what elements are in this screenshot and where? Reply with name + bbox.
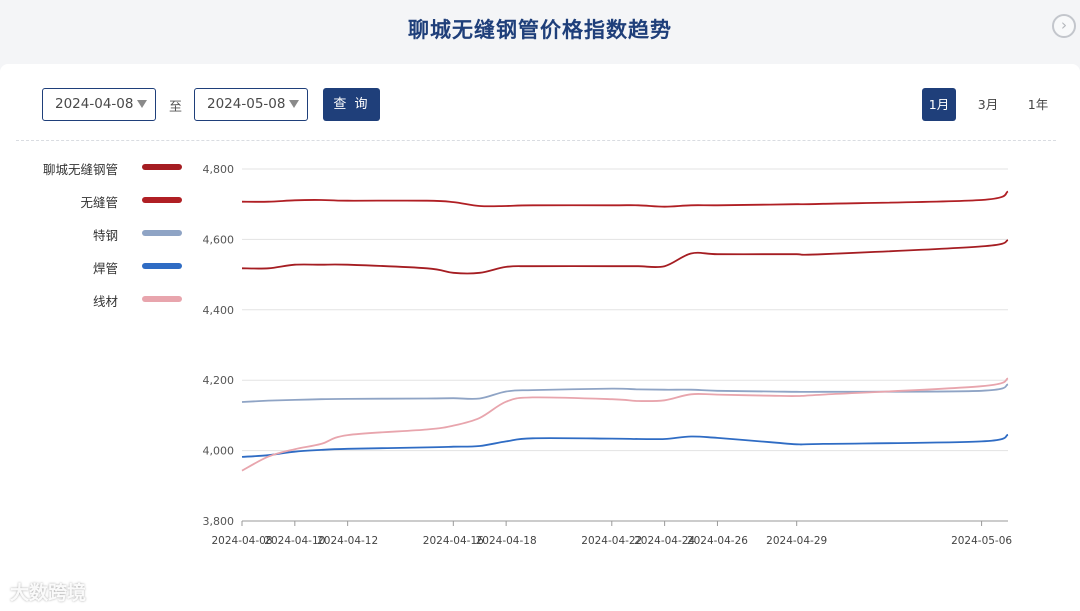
legend-label: 线材 [92, 294, 118, 309]
toolbar-divider [16, 140, 1056, 141]
x-tick-label: 2024-04-10 [264, 535, 325, 547]
query-button[interactable]: 查 询 [323, 88, 380, 121]
chart-card: 2024-04-08 至 2024-05-08 查 询 1月 3月 1年 聊城无… [0, 64, 1080, 611]
legend-swatch [142, 296, 182, 302]
legend-item-liaocheng[interactable]: 聊城无缝钢管 [0, 159, 190, 177]
x-tick-label: 2024-04-08 [211, 535, 272, 547]
range-button-1m[interactable]: 1月 [922, 88, 956, 121]
legend-label: 焊管 [92, 261, 118, 276]
legend-item-welded-pipe[interactable]: 焊管 [0, 258, 190, 276]
end-date-select[interactable]: 2024-05-08 [194, 88, 308, 121]
page-title: 聊城无缝钢管价格指数趋势 [408, 18, 672, 42]
y-tick-label: 4,000 [203, 445, 235, 458]
start-date-value: 2024-04-08 [55, 96, 134, 112]
range-button-3m[interactable]: 3月 [977, 97, 999, 112]
series-line-1 [241, 190, 1009, 208]
legend-swatch [142, 230, 182, 236]
range-button-1y[interactable]: 1年 [1027, 97, 1049, 112]
x-tick-label: 2024-04-12 [317, 535, 378, 547]
legend-swatch [142, 164, 182, 170]
x-tick-label: 2024-04-18 [476, 535, 537, 547]
legend-label: 聊城无缝钢管 [42, 162, 118, 177]
y-tick-label: 4,200 [203, 374, 235, 387]
legend-label: 无缝管 [80, 195, 118, 210]
legend-item-special-steel[interactable]: 特钢 [0, 225, 190, 243]
series-line-3 [241, 433, 1009, 458]
x-tick-label: 2024-04-29 [766, 535, 827, 547]
date-separator: 至 [169, 100, 183, 115]
x-tick-label: 2024-04-26 [687, 535, 748, 547]
end-date-value: 2024-05-08 [207, 96, 286, 112]
y-tick-label: 3,800 [203, 515, 235, 528]
x-tick-label: 2024-05-06 [951, 535, 1012, 547]
series-line-4 [241, 377, 1009, 472]
legend-swatch [142, 197, 182, 203]
y-tick-label: 4,800 [203, 163, 235, 176]
x-tick-label: 2024-04-16 [423, 535, 484, 547]
watermark: 大数跨境 [10, 582, 87, 604]
y-tick-label: 4,400 [203, 304, 235, 317]
x-tick-label: 2024-04-22 [581, 535, 642, 547]
legend-label: 特钢 [92, 228, 118, 243]
series-line-0 [241, 239, 1009, 275]
series-line-2 [241, 383, 1009, 403]
legend-swatch [142, 263, 182, 269]
chevron-right-circle-icon[interactable]: › [1052, 14, 1076, 38]
x-tick-label: 2024-04-24 [634, 535, 695, 547]
y-tick-label: 4,600 [203, 233, 235, 246]
legend-item-wire-rod[interactable]: 线材 [0, 291, 190, 309]
start-date-select[interactable]: 2024-04-08 [42, 88, 156, 121]
legend-item-seamless-pipe[interactable]: 无缝管 [0, 192, 190, 210]
dropdown-caret-icon [137, 100, 147, 108]
dropdown-caret-icon [289, 100, 299, 108]
